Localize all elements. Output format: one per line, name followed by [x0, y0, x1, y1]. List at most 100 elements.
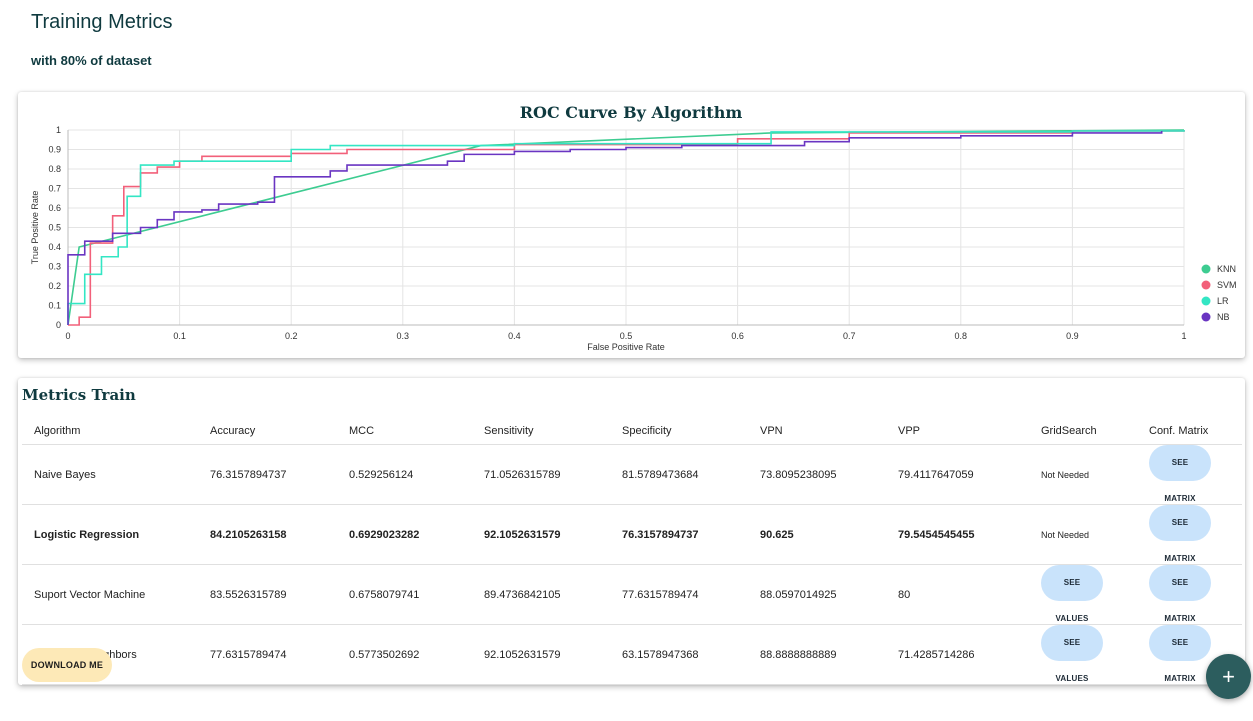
cell-sensitivity: 92.1052631579: [472, 504, 610, 565]
cell-sensitivity: 92.1052631579: [472, 624, 610, 685]
x-tick-label: 0.3: [397, 331, 410, 341]
cell-specificity: 77.6315789474: [610, 564, 748, 625]
cell-vpn: 88.8888888889: [748, 624, 886, 685]
legend-marker-nb: [1201, 312, 1211, 322]
cell-algorithm: Naive Bayes: [22, 444, 198, 505]
y-tick-label: 0.2: [48, 281, 61, 291]
cell-vpn: 90.625: [748, 504, 886, 565]
x-axis-label: False Positive Rate: [587, 342, 665, 352]
legend-marker-knn: [1201, 264, 1211, 274]
table-row: K-Nearest Neighbors 77.6315789474 0.5773…: [22, 624, 1242, 685]
header-conf-matrix: Conf. Matrix: [1137, 418, 1242, 445]
y-tick-label: 0.8: [48, 164, 61, 174]
x-tick-label: 0.9: [1066, 331, 1079, 341]
x-tick-label: 0: [65, 331, 70, 341]
cell-gridsearch: SEE VALUES: [1029, 624, 1137, 685]
header-sensitivity: Sensitivity: [472, 418, 610, 445]
y-tick-label: 0.9: [48, 145, 61, 155]
cell-accuracy: 76.3157894737: [198, 444, 337, 505]
cell-mcc: 0.5773502692: [337, 624, 472, 685]
cell-accuracy: 77.6315789474: [198, 624, 337, 685]
cell-specificity: 76.3157894737: [610, 504, 748, 565]
cell-mcc: 0.529256124: [337, 444, 472, 505]
metrics-table: Algorithm Accuracy MCC Sensitivity Speci…: [22, 418, 1242, 685]
plus-icon: +: [1222, 664, 1235, 689]
header-mcc: MCC: [337, 418, 472, 445]
cell-sensitivity: 89.4736842105: [472, 564, 610, 625]
roc-line-lr: [67, 130, 1185, 325]
x-tick-label: 0.6: [731, 331, 744, 341]
cell-algorithm: Suport Vector Machine: [22, 564, 198, 625]
header-specificity: Specificity: [610, 418, 748, 445]
table-row: Logistic Regression 84.2105263158 0.6929…: [22, 504, 1242, 565]
cell-vpp: 79.5454545455: [886, 504, 1029, 565]
table-header-row: Algorithm Accuracy MCC Sensitivity Speci…: [22, 418, 1242, 445]
header-vpn: VPN: [748, 418, 886, 445]
cell-accuracy: 84.2105263158: [198, 504, 337, 565]
cell-algorithm: Logistic Regression: [22, 504, 198, 565]
cell-vpn: 73.8095238095: [748, 444, 886, 505]
cell-conf-matrix: SEE MATRIX: [1137, 504, 1242, 565]
cell-gridsearch: SEE VALUES: [1029, 564, 1137, 625]
see-matrix-button[interactable]: SEE MATRIX: [1149, 625, 1211, 683]
cell-conf-matrix: SEE MATRIX: [1137, 564, 1242, 625]
cell-specificity: 63.1578947368: [610, 624, 748, 685]
legend-label-lr: LR: [1217, 296, 1229, 306]
x-tick-label: 0.4: [508, 331, 521, 341]
cell-specificity: 81.5789473684: [610, 444, 748, 505]
cell-sensitivity: 71.0526315789: [472, 444, 610, 505]
cell-mcc: 0.6758079741: [337, 564, 472, 625]
chart-title: ROC Curve By Algorithm: [520, 103, 743, 122]
header-vpp: VPP: [886, 418, 1029, 445]
metrics-title: Metrics Train: [22, 386, 136, 404]
metrics-card: Metrics Train Algorithm Accuracy MCC Sen…: [18, 378, 1245, 685]
roc-chart-card: ROC Curve By Algorithm 0 0.1 0.2 0.3 0.4 0.5 0.…: [18, 92, 1245, 358]
y-tick-label: 0.5: [48, 223, 61, 233]
x-tick-label: 0.5: [620, 331, 633, 341]
download-button[interactable]: DOWNLOAD ME: [22, 648, 112, 682]
y-tick-label: 0.7: [48, 184, 61, 194]
x-tick-label: 0.2: [285, 331, 298, 341]
cell-accuracy: 83.5526315789: [198, 564, 337, 625]
roc-chart: ROC Curve By Algorithm 0 0.1 0.2 0.3 0.4 0.5 0.…: [30, 103, 1237, 352]
see-values-button[interactable]: SEE VALUES: [1041, 565, 1103, 623]
cell-vpp: 80: [886, 564, 1029, 625]
cell-gridsearch: Not Needed: [1029, 444, 1137, 505]
y-tick-label: 0.4: [48, 242, 61, 252]
cell-vpn: 88.0597014925: [748, 564, 886, 625]
y-tick-label: 0: [56, 320, 61, 330]
cell-vpp: 79.4117647059: [886, 444, 1029, 505]
see-matrix-button[interactable]: SEE MATRIX: [1149, 445, 1211, 503]
see-values-button[interactable]: SEE VALUES: [1041, 625, 1103, 683]
x-tick-label: 1: [1181, 331, 1186, 341]
add-fab-button[interactable]: +: [1206, 654, 1251, 699]
page-subtitle: with 80% of dataset: [31, 53, 152, 68]
page-title: Training Metrics: [31, 11, 173, 33]
table-row: Suport Vector Machine 83.5526315789 0.67…: [22, 564, 1242, 625]
see-matrix-button[interactable]: SEE MATRIX: [1149, 565, 1211, 623]
legend-label-knn: KNN: [1217, 264, 1236, 274]
legend-marker-svm: [1201, 280, 1211, 290]
cell-mcc: 0.6929023282: [337, 504, 472, 565]
header-gridsearch: GridSearch: [1029, 418, 1137, 445]
y-tick-label: 0.3: [48, 262, 61, 272]
y-tick-label: 1: [56, 125, 61, 135]
cell-conf-matrix: SEE MATRIX: [1137, 624, 1242, 685]
header-algorithm: Algorithm: [22, 418, 198, 445]
y-tick-label: 0.1: [48, 301, 61, 311]
legend-label-svm: SVM: [1217, 280, 1237, 290]
y-tick-label: 0.6: [48, 203, 61, 213]
x-tick-label: 0.1: [173, 331, 186, 341]
legend-label-nb: NB: [1217, 312, 1230, 322]
x-tick-label: 0.7: [843, 331, 856, 341]
see-matrix-button[interactable]: SEE MATRIX: [1149, 505, 1211, 563]
table-row: Naive Bayes 76.3157894737 0.529256124 71…: [22, 444, 1242, 505]
roc-line-nb: [67, 130, 1163, 325]
legend-marker-lr: [1201, 296, 1211, 306]
header-accuracy: Accuracy: [198, 418, 337, 445]
cell-conf-matrix: SEE MATRIX: [1137, 444, 1242, 505]
cell-vpp: 71.4285714286: [886, 624, 1029, 685]
cell-gridsearch: Not Needed: [1029, 504, 1137, 565]
x-tick-label: 0.8: [955, 331, 968, 341]
y-axis-label: True Positive Rate: [30, 191, 40, 265]
